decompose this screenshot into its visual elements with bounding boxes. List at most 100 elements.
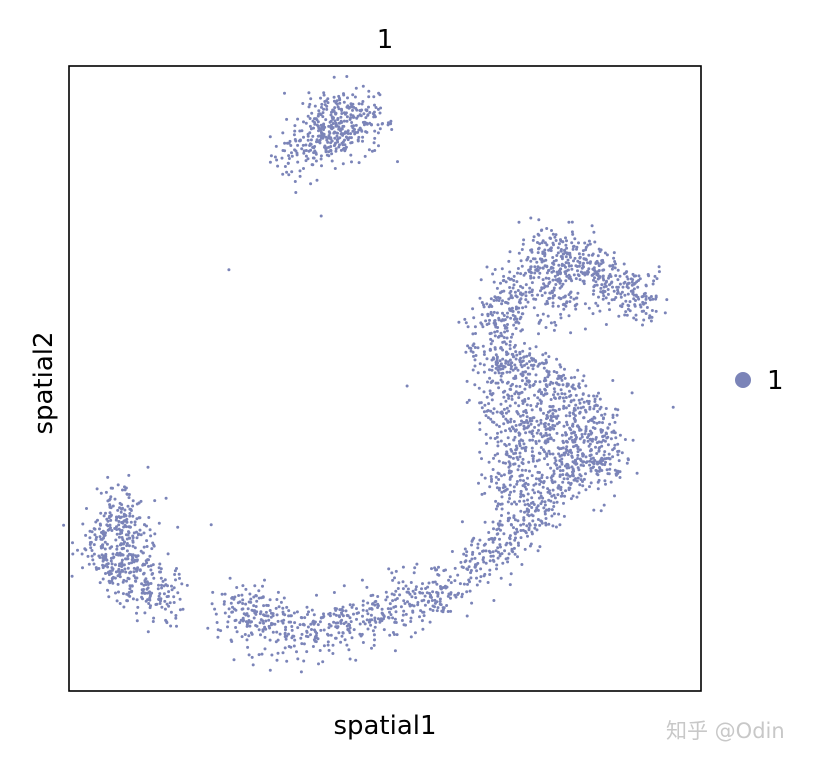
data-point	[582, 400, 586, 404]
data-point	[372, 643, 376, 647]
data-point	[549, 249, 553, 253]
data-point	[152, 544, 156, 548]
data-point	[343, 147, 347, 151]
data-point	[431, 604, 435, 608]
data-point	[567, 466, 571, 470]
data-point	[400, 619, 404, 622]
data-point	[317, 112, 321, 116]
data-point	[488, 368, 491, 372]
data-point	[600, 469, 604, 472]
data-point	[578, 457, 582, 461]
data-point	[576, 291, 580, 295]
data-point	[121, 538, 125, 542]
data-point	[501, 279, 505, 283]
data-point	[338, 143, 341, 147]
data-point	[520, 365, 524, 369]
data-point	[532, 276, 536, 280]
data-point	[478, 428, 482, 431]
data-point	[148, 596, 152, 600]
data-point	[128, 571, 132, 575]
data-point	[497, 522, 500, 526]
data-point	[374, 106, 378, 109]
data-point	[128, 512, 132, 515]
data-point	[601, 297, 605, 301]
data-point	[489, 417, 493, 421]
data-point	[562, 501, 565, 505]
data-point	[349, 153, 353, 157]
data-point	[559, 488, 563, 492]
data-point	[598, 397, 602, 401]
data-point	[371, 602, 375, 606]
data-point	[178, 576, 181, 580]
data-point	[529, 274, 533, 278]
data-point	[612, 251, 616, 255]
data-point	[599, 290, 603, 294]
data-point	[545, 385, 549, 388]
data-point	[335, 134, 339, 138]
data-point	[555, 463, 558, 467]
data-point	[512, 546, 516, 550]
data-point	[393, 649, 397, 653]
data-point	[283, 141, 287, 145]
data-point	[427, 581, 431, 585]
data-point	[305, 650, 309, 654]
data-point	[327, 154, 331, 158]
data-point	[605, 468, 609, 472]
data-point	[159, 576, 163, 580]
data-point	[333, 136, 337, 140]
data-point	[644, 312, 648, 315]
data-point	[135, 517, 139, 521]
data-point	[525, 354, 529, 358]
data-point	[591, 312, 595, 316]
data-point	[603, 282, 607, 286]
data-point	[141, 563, 145, 567]
data-point	[588, 485, 591, 489]
data-point	[269, 615, 273, 619]
data-point	[223, 592, 227, 596]
data-point	[526, 366, 530, 370]
data-point	[536, 396, 540, 400]
data-point	[328, 614, 332, 618]
data-point	[551, 301, 555, 305]
data-point	[274, 144, 278, 148]
data-point	[298, 139, 301, 143]
data-point	[523, 446, 527, 450]
data-point	[578, 386, 582, 390]
data-point	[544, 302, 548, 306]
data-point	[601, 289, 605, 293]
data-point	[495, 567, 498, 571]
data-point	[517, 300, 521, 304]
data-point	[493, 295, 497, 299]
data-point	[547, 248, 551, 252]
data-point	[160, 586, 164, 590]
data-point	[564, 255, 568, 259]
data-point	[570, 454, 574, 458]
data-point	[351, 108, 354, 112]
data-point	[350, 605, 354, 609]
data-point	[440, 591, 444, 595]
data-point	[338, 96, 341, 100]
data-point	[501, 299, 504, 303]
data-point	[311, 645, 315, 648]
data-point	[578, 410, 582, 414]
data-point	[530, 446, 534, 450]
data-point	[508, 387, 512, 391]
data-point	[557, 296, 561, 300]
data-point	[615, 413, 619, 417]
data-point	[568, 251, 572, 255]
data-point	[528, 286, 532, 290]
data-point	[354, 123, 358, 127]
data-point	[596, 473, 600, 477]
data-point	[491, 520, 495, 524]
data-point	[476, 371, 480, 375]
data-point	[491, 540, 495, 544]
data-point	[413, 631, 417, 635]
data-point	[551, 261, 555, 265]
data-point	[524, 431, 528, 435]
data-point	[513, 363, 517, 367]
data-point	[247, 634, 251, 638]
data-point	[545, 413, 549, 417]
data-point	[566, 382, 570, 386]
data-point	[99, 511, 103, 515]
data-point	[538, 388, 542, 392]
